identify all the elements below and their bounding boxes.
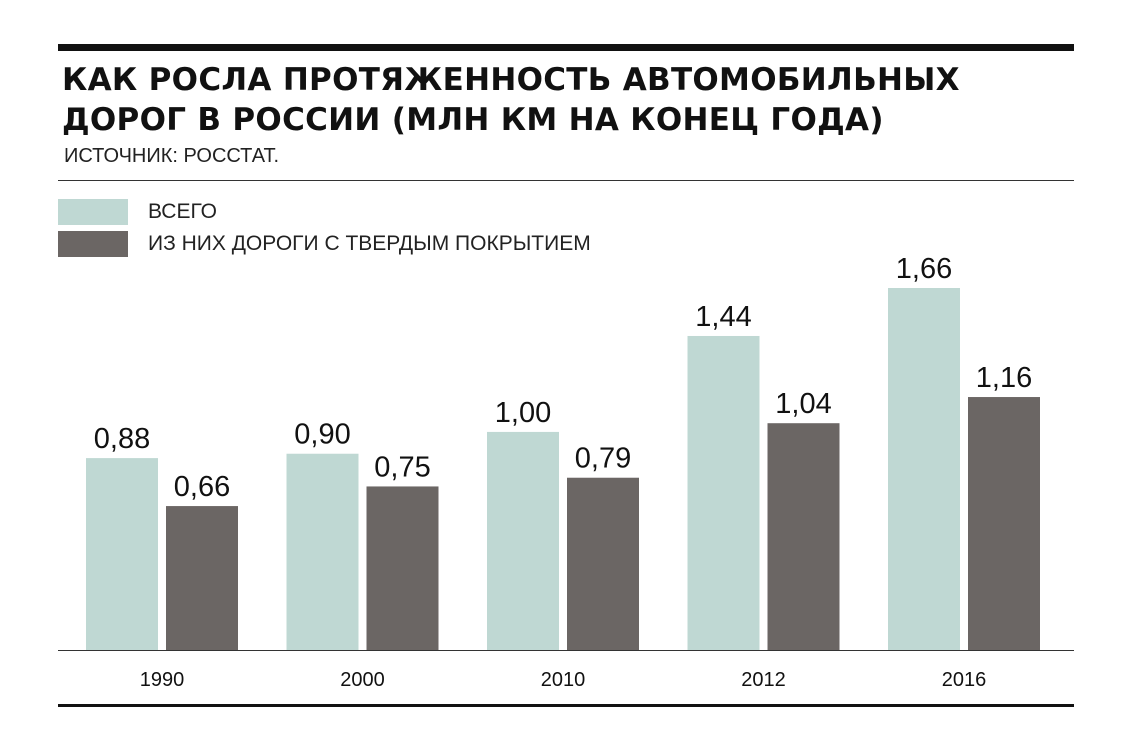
- bar-paved-2016: [968, 397, 1040, 650]
- header-divider: [58, 180, 1074, 181]
- bar-total-2000: [286, 453, 359, 650]
- bar-paved-1990: [166, 506, 238, 650]
- chart-title: КАК РОСЛА ПРОТЯЖЕННОСТЬ АВТОМОБИЛЬНЫХ ДО…: [62, 60, 1062, 140]
- value-label-total-1990: 0,88: [94, 423, 150, 455]
- bar-paved-2012: [767, 423, 840, 650]
- bar-paved-2010: [567, 477, 639, 650]
- value-label-total-2016: 1,66: [896, 253, 952, 285]
- value-label-total-2012: 1,44: [695, 301, 751, 333]
- x-tick-label-2012: 2012: [741, 669, 786, 691]
- legend-label-paved: ИЗ НИХ ДОРОГИ С ТВЕРДЫМ ПОКРЫТИЕМ: [148, 232, 591, 255]
- value-label-paved-2012: 1,04: [775, 388, 831, 420]
- bar-total-2012: [687, 335, 760, 650]
- legend-swatch-paved: [58, 231, 128, 257]
- value-label-paved-2016: 1,16: [976, 362, 1032, 394]
- top-rule: [58, 44, 1074, 51]
- legend-label-total: ВСЕГО: [148, 200, 218, 223]
- value-label-paved-2010: 0,79: [575, 443, 631, 475]
- x-tick-label-2000: 2000: [340, 669, 385, 691]
- bottom-rule: [58, 704, 1074, 707]
- value-label-total-2010: 1,00: [495, 397, 551, 429]
- source-note: ИСТОЧНИК: РОССТАТ.: [64, 145, 280, 167]
- x-tick-label-2016: 2016: [942, 669, 987, 691]
- x-tick-label-2010: 2010: [541, 669, 586, 691]
- title-line-1: КАК РОСЛА ПРОТЯЖЕННОСТЬ АВТОМОБИЛЬНЫХ: [62, 62, 960, 98]
- bar-total-2010: [487, 431, 559, 650]
- bar-paved-2000: [366, 486, 439, 650]
- bar-total-1990: [86, 458, 158, 650]
- title-line-2: ДОРОГ В РОССИИ (МЛН КМ НА КОНЕЦ ГОДА): [62, 102, 884, 138]
- x-tick-label-1990: 1990: [140, 669, 185, 691]
- value-label-total-2000: 0,90: [294, 419, 350, 451]
- bar-total-2016: [888, 288, 960, 650]
- value-label-paved-2000: 0,75: [374, 451, 430, 483]
- legend-swatch-total: [58, 199, 128, 225]
- value-label-paved-1990: 0,66: [174, 471, 230, 503]
